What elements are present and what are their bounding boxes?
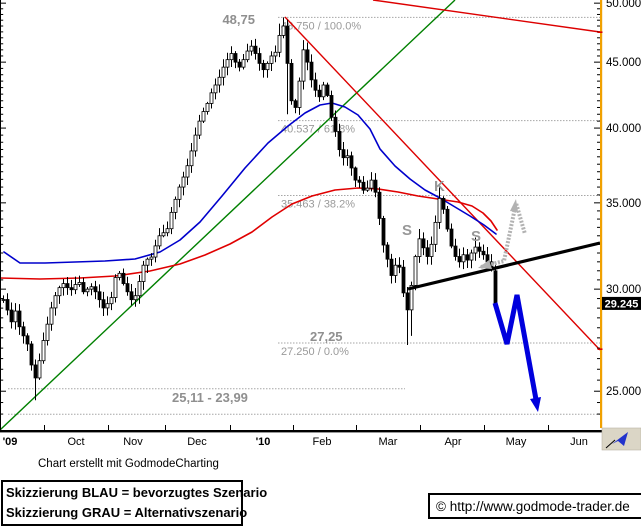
svg-text:'10: '10 [256,436,271,448]
svg-text:48,75: 48,75 [222,12,255,27]
svg-text:S: S [402,222,412,239]
candlestick-chart-canvas: 48.750 / 100.0%40.537 / 61.8%35.463 / 38… [0,0,641,451]
svg-text:40.000: 40.000 [606,123,641,135]
copyright-url-box: © http://www.godmode-trader.de [428,493,641,519]
svg-text:27.250 / 0.0%: 27.250 / 0.0% [281,346,349,358]
svg-text:Nov: Nov [123,436,143,448]
svg-text:48.750 / 100.0%: 48.750 / 100.0% [281,20,361,32]
svg-text:35.000: 35.000 [606,198,641,210]
svg-text:27,25: 27,25 [310,329,343,344]
svg-text:Apr: Apr [444,436,461,448]
svg-text:45.000: 45.000 [606,57,641,69]
svg-text:S: S [471,228,481,245]
svg-text:'09: '09 [3,436,18,448]
svg-text:Dec: Dec [187,436,207,448]
svg-text:29.245: 29.245 [605,298,639,310]
svg-text:25.000: 25.000 [606,386,641,398]
legend-line-gray: Skizzierung GRAU = Alternativszenario [6,505,248,520]
scenario-legend-box: Skizzierung BLAU = bevorzugtes Szenario … [1,480,268,526]
svg-text:May: May [506,436,527,448]
legend-line-blue: Skizzierung BLAU = bevorzugtes Szenario [6,485,268,500]
chart-credit-text: Chart erstellt mit GodmodeCharting [38,458,219,470]
svg-text:Oct: Oct [67,436,84,448]
svg-text:Mar: Mar [379,436,398,448]
svg-text:Feb: Feb [313,436,332,448]
svg-text:50.000: 50.000 [606,0,641,10]
svg-text:K: K [434,178,445,195]
svg-text:30.000: 30.000 [606,284,641,296]
svg-text:Jun: Jun [570,436,588,448]
corner-dart-icon [605,439,616,449]
svg-text:25,11 - 23,99: 25,11 - 23,99 [172,390,248,405]
